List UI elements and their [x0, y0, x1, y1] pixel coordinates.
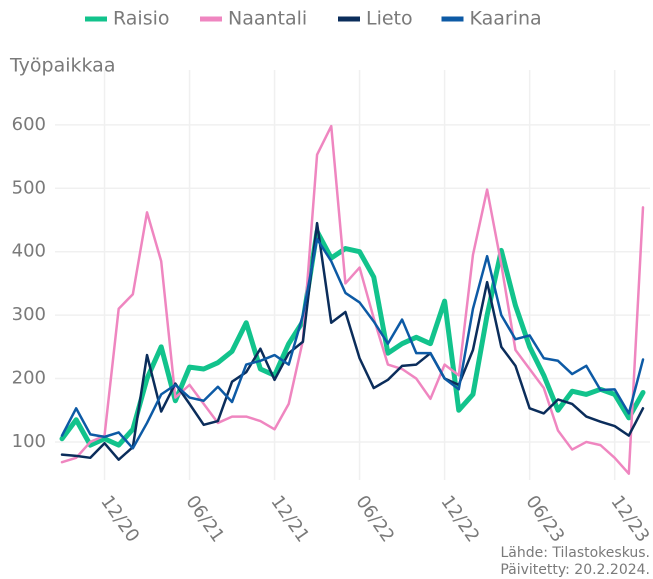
y-tick-label: 100: [12, 431, 46, 452]
x-tick-label: 12/21: [266, 492, 313, 547]
x-tick-label: 12/20: [96, 492, 143, 547]
y-tick-label: 200: [12, 368, 46, 389]
source-note: Lähde: Tilastokeskus.: [500, 545, 650, 561]
y-tick-label: 400: [12, 241, 46, 262]
x-tick-label: 06/21: [181, 492, 228, 547]
line-series: [60, 237, 645, 450]
source-note: Päivitetty: 20.2.2024.: [500, 562, 650, 578]
legend-label: Raisio: [113, 8, 170, 30]
y-tick-label: 500: [12, 177, 46, 198]
x-tick-label: 12/22: [436, 492, 483, 547]
line-series: [59, 228, 646, 448]
line-series: [60, 124, 645, 475]
legend-label: Naantali: [228, 8, 307, 30]
y-tick-label: 600: [12, 114, 46, 135]
legend-label: Lieto: [366, 8, 413, 30]
y-tick-label: 300: [12, 304, 46, 325]
x-tick-label: 06/23: [521, 492, 568, 547]
y-axis-label: Työpaikkaa: [9, 55, 115, 77]
legend-label: Kaarina: [470, 8, 542, 30]
x-tick-label: 12/23: [606, 492, 653, 547]
x-tick-label: 06/22: [351, 492, 398, 547]
line-series: [60, 221, 645, 461]
